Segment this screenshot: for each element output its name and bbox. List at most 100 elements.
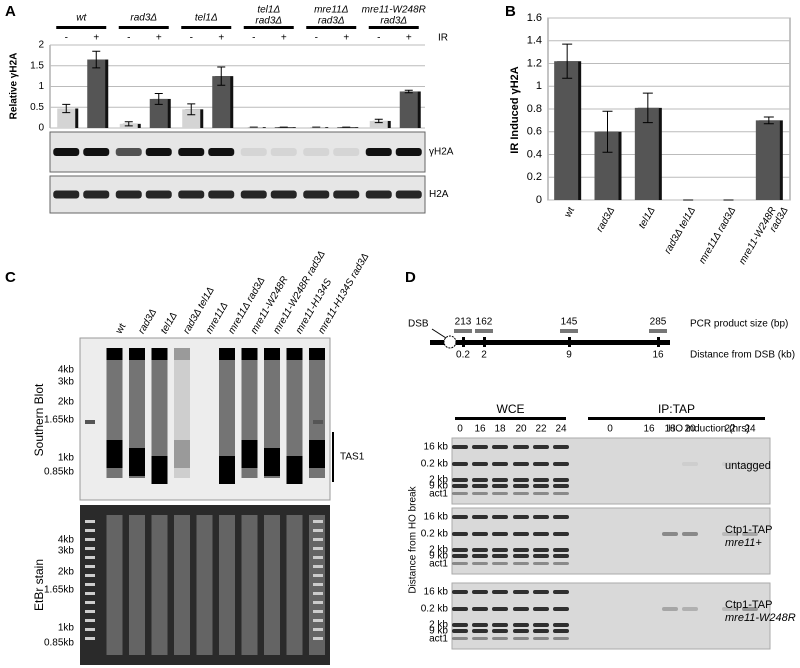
marker-band (313, 565, 323, 568)
gel-band (513, 492, 529, 495)
gel-band (553, 548, 569, 552)
marker-band (85, 574, 95, 577)
blot-band (53, 190, 80, 199)
gel-band (513, 607, 529, 611)
pcr-size: 213 (455, 317, 472, 328)
southern-smear (129, 348, 145, 478)
gel-band (553, 623, 569, 627)
gel-band (553, 629, 569, 633)
distance: 0.2 (456, 350, 470, 361)
blot-band (270, 148, 297, 156)
blot-band (365, 190, 392, 199)
gel-band (533, 484, 549, 488)
marker-band (85, 538, 95, 541)
gel-label: Ctp1-TAP (725, 599, 772, 611)
distance: 9 (566, 350, 572, 361)
lane-label: tel1Δ (159, 310, 180, 336)
gel-band (472, 548, 488, 552)
marker-band (313, 520, 323, 523)
marker-label: 1kb (58, 623, 75, 634)
bar (369, 120, 388, 128)
band-label: act1 (429, 559, 448, 570)
southern-band (241, 440, 258, 468)
time-label: 18 (664, 424, 676, 435)
gel-band (452, 590, 468, 594)
group-label: IP:TAP (658, 402, 695, 416)
genotype-bar (243, 26, 294, 29)
etbr-smear (219, 515, 235, 655)
gel-band (472, 515, 488, 519)
band-label: 9 kb (429, 481, 448, 492)
gel-label: mre11+ (725, 537, 762, 549)
ir-sign: - (65, 33, 68, 44)
etbr-smear (174, 515, 190, 655)
gel-band (472, 629, 488, 633)
marker-label: 2kb (58, 397, 75, 408)
group-bar (455, 417, 566, 420)
gel-band (533, 492, 549, 495)
blot-band (333, 190, 360, 199)
panel-label: A (5, 3, 16, 20)
gel-band (492, 445, 508, 449)
gel-band (492, 562, 508, 565)
blot-band (53, 148, 80, 156)
gel-band (492, 637, 508, 640)
lane-label: wt (113, 321, 128, 336)
locus-tick (568, 337, 571, 347)
marker-band (313, 574, 323, 577)
gel-band (533, 590, 549, 594)
gel-band (472, 637, 488, 640)
error-bar (217, 66, 226, 86)
gel-band (513, 515, 529, 519)
gel-band (452, 445, 468, 449)
gel-band (553, 484, 569, 488)
southern-band (286, 456, 303, 484)
marker-band (313, 637, 323, 640)
gel-band (472, 445, 488, 449)
southern-band (286, 348, 303, 360)
gel-band (452, 548, 468, 552)
y-tick-label: 1.6 (527, 12, 542, 24)
gel-band (513, 629, 529, 633)
y-axis-label: Relative γH2A (9, 53, 20, 120)
pcr-product (560, 329, 578, 333)
gel-band (553, 637, 569, 640)
gel-band (452, 554, 468, 558)
ir-sign: - (190, 33, 193, 44)
genotype-bar (56, 26, 107, 29)
bar (594, 131, 619, 200)
marker-label: 3kb (58, 546, 75, 557)
genotype-label: rad3Δ (255, 16, 282, 27)
genotype-bar (368, 26, 419, 29)
gel-band (682, 462, 698, 466)
etbr-smear (286, 515, 303, 655)
gel-band (492, 629, 508, 633)
category-label: mre11Δ rad3Δ (697, 205, 738, 266)
lane-label: rad3Δ (136, 307, 159, 336)
gel-band (553, 607, 569, 611)
gel-band (682, 532, 698, 536)
blot-band (333, 148, 360, 156)
marker-lane (85, 420, 95, 424)
gel-band (513, 445, 529, 449)
gel-band (452, 562, 468, 565)
blot-band (208, 190, 235, 199)
pcr-size: 162 (476, 317, 493, 328)
y-tick-label: 0 (536, 194, 542, 206)
gel-band (533, 532, 549, 536)
genotype-label: tel1Δ (195, 13, 218, 24)
southern-band (264, 348, 280, 360)
gel-band (553, 478, 569, 482)
y-tick-label: 2 (38, 40, 44, 51)
genotype-bar (181, 26, 232, 29)
gel-y-label: Distance from HO break (408, 485, 419, 593)
panel-label: B (505, 3, 516, 20)
marker-band (85, 556, 95, 559)
etbr-label: EtBr stain (32, 559, 46, 611)
ir-sign: - (127, 33, 130, 44)
gel-band (742, 462, 758, 466)
band-label: 16 kb (424, 512, 449, 523)
gel-band (452, 623, 468, 627)
gel-band (492, 478, 508, 482)
error-bar (124, 121, 133, 127)
